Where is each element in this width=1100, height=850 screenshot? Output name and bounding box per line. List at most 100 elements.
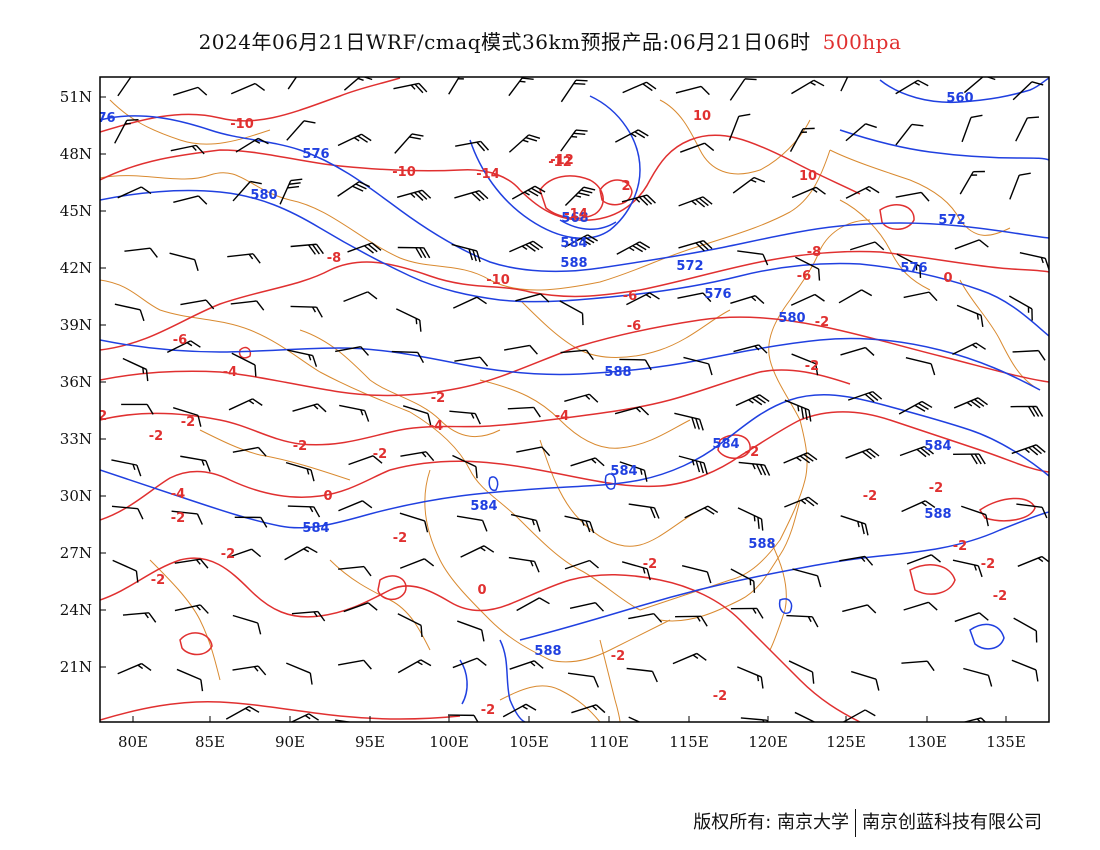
temperature-contour xyxy=(100,700,461,721)
y-tick-label: 48N xyxy=(60,145,92,163)
wind-barb xyxy=(840,515,869,536)
wind-barb xyxy=(122,612,157,623)
height-label: 584 xyxy=(470,499,497,514)
temperature-contour xyxy=(389,455,741,488)
temperature-label: 2 xyxy=(621,179,630,194)
wind-barb xyxy=(507,406,541,418)
wind-barb xyxy=(794,711,819,722)
temperature-label: -10 xyxy=(486,273,510,288)
height-label: 576 xyxy=(302,147,329,162)
wind-barb xyxy=(626,667,658,683)
temperature-contour xyxy=(519,134,861,221)
temperature-label: -2 xyxy=(93,409,107,424)
temperature-contour xyxy=(489,369,851,427)
temperature-contour xyxy=(739,411,1049,473)
wind-barb xyxy=(397,246,431,259)
wind-barb xyxy=(678,240,713,252)
wind-barb xyxy=(621,194,656,206)
wind-barb xyxy=(117,77,134,97)
temperature-label: -4 xyxy=(223,365,237,380)
border-line xyxy=(100,149,831,291)
temperature-contour xyxy=(579,316,1049,383)
temperature-label: -6 xyxy=(623,289,637,304)
wind-barb xyxy=(952,342,986,355)
temperature-label: -2 xyxy=(805,359,819,374)
temperature-label: -6 xyxy=(173,333,187,348)
height-contours xyxy=(100,77,1049,722)
wind-barb xyxy=(903,601,938,611)
height-contour xyxy=(100,469,371,529)
wind-barb xyxy=(285,461,315,482)
wind-barb xyxy=(730,607,764,619)
wind-barb xyxy=(286,662,313,685)
y-tick-label: 45N xyxy=(60,202,92,220)
temperature-label: -2 xyxy=(981,557,995,572)
wind-barb xyxy=(791,353,819,376)
wind-barb xyxy=(622,81,657,94)
wind-barb xyxy=(174,604,209,614)
height-contour xyxy=(100,115,601,273)
wind-barb xyxy=(447,714,481,722)
wind-barb xyxy=(571,704,606,714)
height-contour xyxy=(369,443,721,515)
temperature-label: -10 xyxy=(392,165,416,180)
temperature-label: 10 xyxy=(693,109,711,124)
x-tick-label: 135E xyxy=(986,733,1026,751)
temperature-contour xyxy=(377,575,407,601)
wind-barb xyxy=(564,234,598,248)
temperature-contour xyxy=(100,345,581,397)
temperature-label: -10 xyxy=(230,117,254,132)
border-line xyxy=(479,379,691,449)
wind-barb xyxy=(790,293,825,306)
height-contour-labels: 5765765805605685845885845725765765725805… xyxy=(100,91,974,659)
footer-right: 南京创蓝科技有限公司 xyxy=(862,812,1042,833)
wind-barb xyxy=(510,513,541,532)
wind-barb xyxy=(845,123,877,142)
temperature-label: -2 xyxy=(293,439,307,454)
wind-barb xyxy=(616,241,651,255)
border-line xyxy=(768,219,871,421)
y-tick-label: 42N xyxy=(60,259,92,277)
wind-barb xyxy=(232,665,267,676)
wind-barb xyxy=(287,505,321,518)
wind-barb xyxy=(961,114,983,143)
x-tick-label: 105E xyxy=(509,733,549,751)
height-label: 584 xyxy=(302,521,329,536)
wind-barb xyxy=(1008,295,1033,321)
border-line xyxy=(959,279,1041,391)
wind-barb xyxy=(786,614,819,628)
wind-barb xyxy=(895,123,924,146)
border-line xyxy=(659,99,811,175)
temperature-label: -2 xyxy=(481,703,495,718)
temperature-contour xyxy=(659,579,861,722)
title-level: 500hpa xyxy=(822,30,902,54)
x-tick-label: 120E xyxy=(748,733,788,751)
wind-barb xyxy=(338,500,373,512)
height-contour xyxy=(459,659,468,705)
footer-left: 版权所有: 南京大学 xyxy=(693,812,849,833)
wind-barb xyxy=(516,597,550,612)
wind-barb xyxy=(284,546,318,561)
temperature-label: -14 xyxy=(476,167,500,182)
wind-barb xyxy=(455,140,490,152)
wind-barb xyxy=(232,614,262,635)
wind-barb xyxy=(171,510,203,525)
wind-barb xyxy=(402,405,432,426)
height-label: 572 xyxy=(938,213,965,228)
height-contour xyxy=(499,639,526,722)
y-tick-label: 33N xyxy=(60,430,92,448)
wind-barb xyxy=(564,393,599,403)
wind-barb xyxy=(738,461,771,476)
wind-barb xyxy=(180,455,211,472)
wind-barb xyxy=(227,253,261,264)
wind-barb xyxy=(732,176,766,194)
temperature-label: -6 xyxy=(797,269,811,284)
border-line xyxy=(539,439,701,547)
height-label: 580 xyxy=(250,188,277,203)
y-tick-label: 21N xyxy=(60,658,92,676)
wind-barb xyxy=(842,709,876,722)
wind-barb xyxy=(737,250,769,266)
x-tick-label: 85E xyxy=(195,733,225,751)
x-axis-ticks: 80E 85E 90E 95E 100E 105E 110E 115E 120E 125E 130E… xyxy=(118,716,1026,751)
